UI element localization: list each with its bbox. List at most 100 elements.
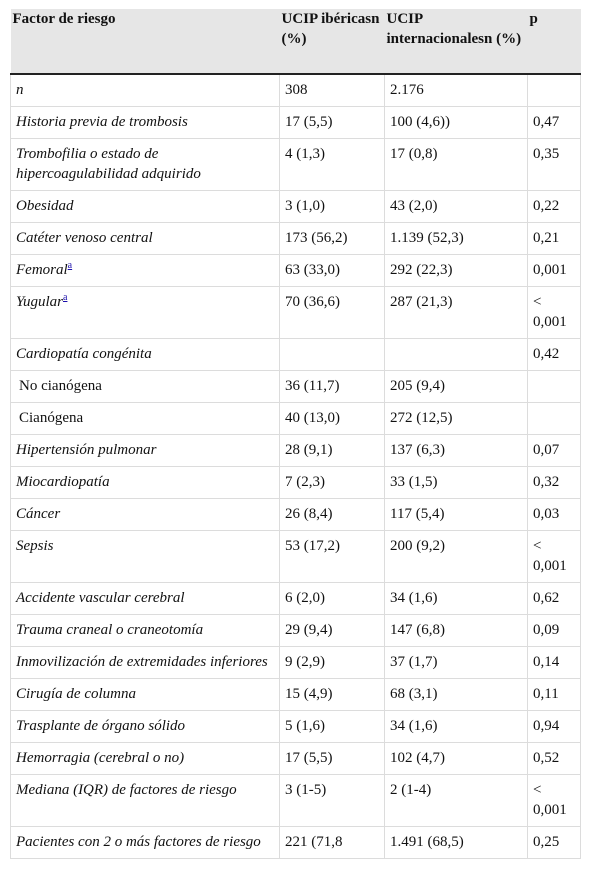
risk-factor-name: Mediana (IQR) de factores de riesgo bbox=[10, 774, 280, 827]
table-row: Femorala 63 (33,0) 292 (22,3) 0,001 bbox=[10, 254, 581, 287]
table-row: Mediana (IQR) de factores de riesgo 3 (1-… bbox=[10, 774, 581, 827]
p-value: 0,42 bbox=[527, 338, 581, 371]
internacional-value: 1.491 (68,5) bbox=[384, 826, 528, 859]
risk-factor-label: Cáncer bbox=[16, 506, 61, 522]
internacional-value: 1.139 (52,3) bbox=[384, 222, 528, 255]
internacional-value: 205 (9,4) bbox=[384, 370, 528, 403]
risk-factor-label: Inmovilización de extremidades inferiore… bbox=[16, 654, 268, 670]
p-value: 0,47 bbox=[527, 106, 581, 139]
iberica-value: 70 (36,6) bbox=[279, 286, 385, 339]
internacional-value: 2 (1-4) bbox=[384, 774, 528, 827]
risk-factor-label: Femoral bbox=[16, 262, 68, 278]
p-value: 0,11 bbox=[527, 678, 581, 711]
risk-factor-name: No cianógena bbox=[10, 370, 280, 403]
p-value: < 0,001 bbox=[527, 774, 581, 827]
risk-factor-label: No cianógena bbox=[19, 378, 102, 394]
p-value: < 0,001 bbox=[527, 530, 581, 583]
iberica-value: 17 (5,5) bbox=[279, 742, 385, 775]
risk-factor-name: Hipertensión pulmonar bbox=[10, 434, 280, 467]
iberica-value: 6 (2,0) bbox=[279, 582, 385, 615]
risk-factor-label: Hemorragia (cerebral o no) bbox=[16, 750, 185, 766]
iberica-value: 15 (4,9) bbox=[279, 678, 385, 711]
internacional-value bbox=[384, 338, 528, 371]
table-row: Hipertensión pulmonar 28 (9,1) 137 (6,3) 0,… bbox=[10, 434, 581, 467]
risk-factor-name: Cirugía de columna bbox=[10, 678, 280, 711]
internacional-value: 68 (3,1) bbox=[384, 678, 528, 711]
internacional-value: 272 (12,5) bbox=[384, 402, 528, 435]
risk-factor-name: Hemorragia (cerebral o no) bbox=[10, 742, 280, 775]
iberica-value: 17 (5,5) bbox=[279, 106, 385, 139]
table-row: Accidente vascular cerebral 6 (2,0) 34 (1,… bbox=[10, 582, 581, 615]
table-header: Factor de riesgo UCIP ibéricasn (%) UCIP… bbox=[10, 9, 581, 75]
internacional-value: 34 (1,6) bbox=[384, 710, 528, 743]
p-value bbox=[527, 74, 581, 107]
risk-factor-label: Cianógena bbox=[19, 410, 84, 426]
risk-factor-label: Obesidad bbox=[16, 198, 74, 214]
risk-factor-name: Accidente vascular cerebral bbox=[10, 582, 280, 615]
iberica-value: 308 bbox=[279, 74, 385, 107]
table-row: Sepsis 53 (17,2) 200 (9,2) < 0,001 bbox=[10, 530, 581, 583]
internacional-value: 117 (5,4) bbox=[384, 498, 528, 531]
internacional-value: 2.176 bbox=[384, 74, 528, 107]
table-row: Cáncer 26 (8,4) 117 (5,4) 0,03 bbox=[10, 498, 581, 531]
table-row: Catéter venoso central 173 (56,2) 1.139 (5… bbox=[10, 222, 581, 255]
header-iberica: UCIP ibéricasn (%) bbox=[279, 9, 385, 75]
risk-factor-name: Yugulara bbox=[10, 286, 280, 339]
risk-factor-label: Cardiopatía congénita bbox=[16, 346, 152, 362]
risk-factor-label: Accidente vascular cerebral bbox=[16, 590, 185, 606]
table-row: Cirugía de columna 15 (4,9) 68 (3,1) 0,11 bbox=[10, 678, 581, 711]
risk-factor-name: Catéter venoso central bbox=[10, 222, 280, 255]
p-value: 0,22 bbox=[527, 190, 581, 223]
risk-factor-name: Pacientes con 2 o más factores de riesgo bbox=[10, 826, 280, 859]
internacional-value: 137 (6,3) bbox=[384, 434, 528, 467]
iberica-value: 221 (71,8 bbox=[279, 826, 385, 859]
p-value: 0,62 bbox=[527, 582, 581, 615]
risk-factor-name: Historia previa de trombosis bbox=[10, 106, 280, 139]
risk-factor-name: Obesidad bbox=[10, 190, 280, 223]
internacional-value: 200 (9,2) bbox=[384, 530, 528, 583]
risk-factor-label: Pacientes con 2 o más factores de riesgo bbox=[16, 834, 261, 850]
p-value: 0,94 bbox=[527, 710, 581, 743]
iberica-value: 173 (56,2) bbox=[279, 222, 385, 255]
table-row: Yugulara 70 (36,6) 287 (21,3) < 0,001 bbox=[10, 286, 581, 339]
risk-factor-label: Trombofilia o estado de hipercoagulabili… bbox=[16, 146, 201, 182]
header-internacional: UCIP internacionalesn (%) bbox=[384, 9, 528, 75]
iberica-value: 4 (1,3) bbox=[279, 138, 385, 191]
header-factor: Factor de riesgo bbox=[10, 9, 280, 75]
risk-factor-name: Cianógena bbox=[10, 402, 280, 435]
table-row: Pacientes con 2 o más factores de riesgo… bbox=[10, 826, 581, 859]
risk-factor-table: Factor de riesgo UCIP ibéricasn (%) UCIP… bbox=[10, 9, 581, 859]
internacional-value: 100 (4,6)) bbox=[384, 106, 528, 139]
iberica-value: 53 (17,2) bbox=[279, 530, 385, 583]
risk-factor-name: Inmovilización de extremidades inferiore… bbox=[10, 646, 280, 679]
iberica-value: 28 (9,1) bbox=[279, 434, 385, 467]
header-row: Factor de riesgo UCIP ibéricasn (%) UCIP… bbox=[10, 9, 581, 75]
table-row: Trauma craneal o craneotomía 29 (9,4) 147 … bbox=[10, 614, 581, 647]
footnote-link[interactable]: a bbox=[67, 260, 73, 271]
risk-factor-name: Trasplante de órgano sólido bbox=[10, 710, 280, 743]
iberica-value: 26 (8,4) bbox=[279, 498, 385, 531]
risk-factor-name: Miocardiopatía bbox=[10, 466, 280, 499]
iberica-value: 36 (11,7) bbox=[279, 370, 385, 403]
table-row: Trasplante de órgano sólido 5 (1,6) 34 (1,… bbox=[10, 710, 581, 743]
p-value: 0,14 bbox=[527, 646, 581, 679]
footnote-link[interactable]: a bbox=[62, 292, 68, 303]
iberica-value: 3 (1,0) bbox=[279, 190, 385, 223]
iberica-value: 3 (1-5) bbox=[279, 774, 385, 827]
iberica-value: 40 (13,0) bbox=[279, 402, 385, 435]
risk-factor-label: Catéter venoso central bbox=[16, 230, 153, 246]
table-body: n 308 2.176 Historia previa de trombosis 17 … bbox=[10, 74, 581, 859]
risk-factor-label: Yugular bbox=[16, 294, 63, 310]
internacional-value: 147 (6,8) bbox=[384, 614, 528, 647]
risk-factor-label: Trauma craneal o craneotomía bbox=[16, 622, 204, 638]
p-value: 0,001 bbox=[527, 254, 581, 287]
iberica-value: 29 (9,4) bbox=[279, 614, 385, 647]
internacional-value: 102 (4,7) bbox=[384, 742, 528, 775]
header-p-value: p bbox=[527, 9, 581, 75]
table-row: Inmovilización de extremidades inferiore… bbox=[10, 646, 581, 679]
risk-factor-name: n bbox=[10, 74, 280, 107]
risk-factor-name: Femorala bbox=[10, 254, 280, 287]
internacional-value: 292 (22,3) bbox=[384, 254, 528, 287]
risk-factor-label: Mediana (IQR) de factores de riesgo bbox=[16, 782, 237, 798]
iberica-value: 63 (33,0) bbox=[279, 254, 385, 287]
